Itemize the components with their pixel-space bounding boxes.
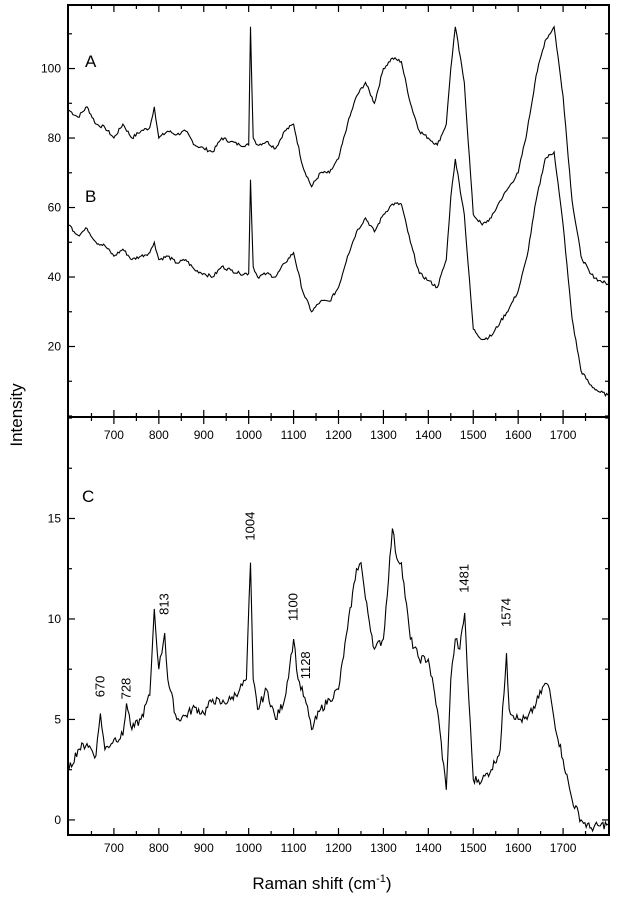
- x-tick-label: 1100: [281, 428, 307, 442]
- peak-label: 813: [157, 593, 172, 615]
- x-tick-label: 1000: [235, 841, 262, 855]
- y-tick-label: 0: [54, 813, 61, 827]
- series-a-label: A: [85, 52, 97, 71]
- peak-label: 1100: [286, 593, 301, 621]
- x-tick-label: 900: [194, 841, 214, 855]
- y-tick-label: 10: [48, 612, 62, 626]
- x-tick-label: 1400: [415, 841, 442, 855]
- y-tick-label: 40: [48, 270, 62, 284]
- y-tick-label: 5: [54, 712, 61, 726]
- y-axis-title: Intensity: [7, 383, 26, 447]
- peak-label: 1574: [499, 598, 514, 627]
- x-tick-label: 1300: [370, 428, 397, 442]
- bottom-plot-frame: [67, 416, 610, 836]
- x-tick-label: 1700: [550, 841, 577, 855]
- x-tick-label: 1500: [460, 428, 487, 442]
- series-a-line: [68, 25, 609, 286]
- x-tick-label: 1500: [460, 841, 487, 855]
- x-tick-label: 1300: [370, 841, 397, 855]
- peak-label: 728: [119, 678, 134, 700]
- y-tick-label: 80: [48, 131, 62, 145]
- top-plot-frame: [67, 4, 610, 418]
- series-c-label: C: [82, 487, 94, 506]
- peak-label: 1481: [457, 564, 472, 593]
- peak-label: 670: [92, 676, 107, 698]
- top-panel: 700 800 900 1000 1100 1200 1300 1400 1500 1600 170…: [41, 4, 610, 442]
- x-tick-label: 1700: [550, 428, 577, 442]
- top-tick-labels: 700 800 900 1000 1100 1200 1300 1400 1500 1600 170…: [41, 62, 577, 442]
- x-axis-title-suffix: ): [386, 874, 392, 893]
- y-tick-label: 60: [48, 201, 62, 215]
- x-tick-label: 1200: [325, 428, 352, 442]
- x-tick-label: 1000: [235, 428, 262, 442]
- x-axis-title-superscript: -1: [376, 873, 386, 885]
- x-tick-label: 800: [149, 841, 169, 855]
- x-axis-title-main: Raman shift (cm: [252, 874, 376, 893]
- series-c-line: [68, 528, 609, 833]
- x-tick-label: 1200: [325, 841, 352, 855]
- y-tick-label: 20: [48, 340, 62, 354]
- bottom-panel: 700 800 900 1000 1100 1200 1300 1400 1500 1600 170…: [48, 416, 610, 855]
- x-axis-title: Raman shift (cm-1): [252, 873, 391, 893]
- y-tick-label: 15: [48, 511, 62, 525]
- peak-label: 1128: [298, 651, 313, 679]
- series-b-line: [68, 150, 609, 398]
- x-tick-label: 1600: [505, 841, 532, 855]
- bottom-tick-marks: [69, 417, 608, 834]
- x-tick-label: 900: [194, 428, 214, 442]
- peak-labels: 670 728 813 1004 1100 1128 1481 1574: [92, 512, 513, 700]
- y-tick-label: 100: [41, 62, 61, 76]
- series-b-label: B: [85, 187, 96, 206]
- x-tick-label: 1100: [281, 841, 307, 855]
- peak-label: 1004: [243, 512, 258, 541]
- x-tick-label: 1600: [505, 428, 532, 442]
- bottom-tick-labels: 700 800 900 1000 1100 1200 1300 1400 1500 1600 170…: [48, 511, 577, 855]
- x-tick-label: 800: [149, 428, 169, 442]
- top-tick-marks: [69, 6, 608, 417]
- x-tick-label: 1400: [415, 428, 442, 442]
- x-tick-label: 700: [104, 428, 124, 442]
- x-tick-label: 700: [104, 841, 124, 855]
